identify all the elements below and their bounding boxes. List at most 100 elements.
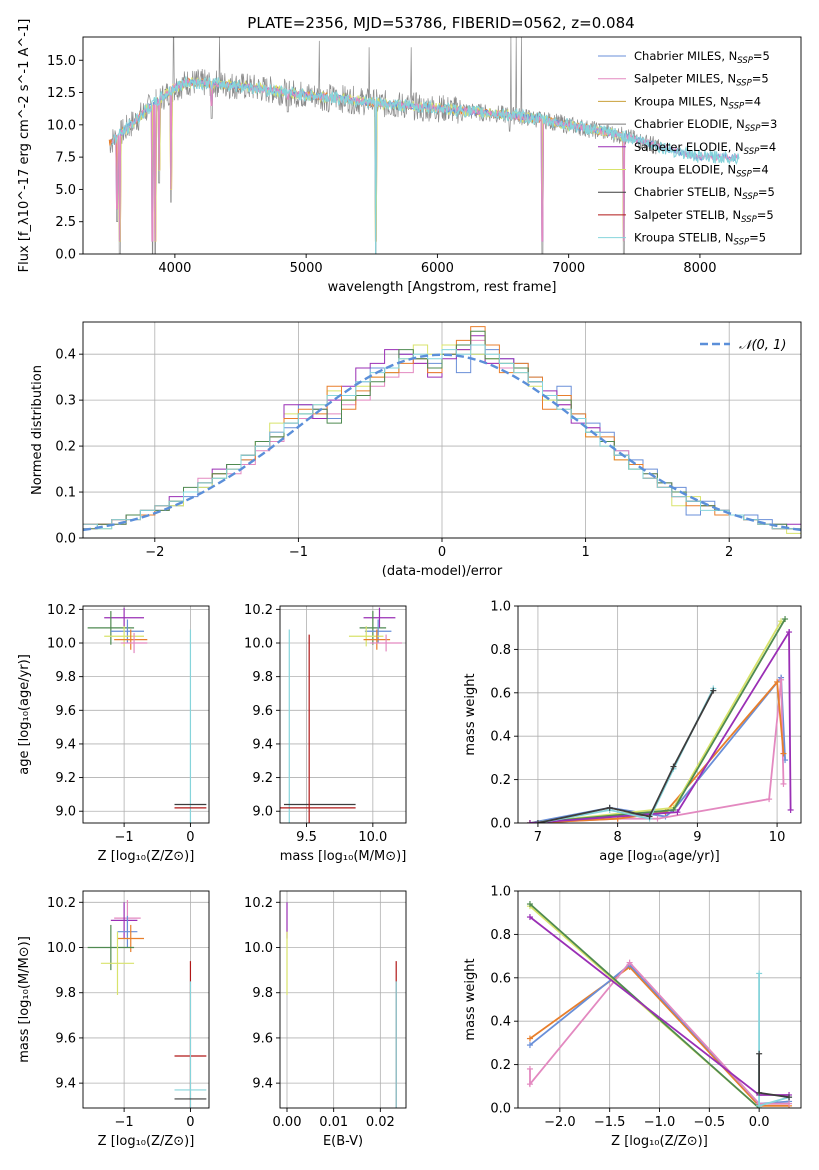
y-tick-label: 0.2 xyxy=(490,773,511,788)
legend-entry-subscript: SSP xyxy=(742,192,758,202)
legend-entry: Chabrier STELIB, NSSP=5 xyxy=(634,185,775,202)
x-tick-label: 5000 xyxy=(290,261,323,276)
panel-spectrum: 4000 5000 6000 7000 8000 0.0 2.5 5.0 7.5 10.0 12.5… xyxy=(17,19,802,295)
legend-entry: Chabrier MILES, NSSP=5 xyxy=(634,49,770,66)
y-tick-label: 0.6 xyxy=(490,686,511,701)
y-tick-label: 10.0 xyxy=(47,118,76,133)
legend-entry-subscript: SSP xyxy=(737,56,753,66)
legend-entry-subscript: SSP xyxy=(744,147,760,157)
panel-age_vs_z: −1 0 9.0 9.2 9.4 9.6 9.8 10.0 10.2 Z [log₁₀(Z/Z⊙)… xyxy=(17,603,210,864)
x-tick-label: 0 xyxy=(438,545,446,560)
y-tick-label: 9.8 xyxy=(55,670,76,685)
y-axis-label: age [log₁₀(age/yr)] xyxy=(17,654,32,775)
y-tick-label: 9.8 xyxy=(55,986,76,1001)
model-spectrum-line xyxy=(111,76,740,254)
x-axis-label: E(B-V) xyxy=(323,1134,363,1149)
y-tick-label: 9.8 xyxy=(252,670,273,685)
y-tick-label: 0.0 xyxy=(55,248,76,263)
axes-frame xyxy=(279,605,407,824)
y-tick-label: 0.6 xyxy=(490,971,511,986)
mass_vs_ebv-plot-area xyxy=(286,902,397,1108)
legend-entry-nssp: =5 xyxy=(749,231,766,245)
x-tick-label: 6000 xyxy=(421,261,454,276)
x-tick-label: 1 xyxy=(581,545,589,560)
legend-entry-name: Kroupa ELODIE, N xyxy=(634,163,736,177)
x-tick-label: −0.5 xyxy=(694,1115,726,1130)
legend-entry-nssp: =3 xyxy=(760,117,777,131)
normal-curve-line xyxy=(83,353,801,532)
legend-entry: Kroupa ELODIE, NSSP=4 xyxy=(634,163,769,180)
y-tick-label: 10.0 xyxy=(47,941,76,956)
observed-spectrum-line xyxy=(108,37,661,254)
weight-line xyxy=(758,1053,790,1099)
weight-line xyxy=(529,965,789,1107)
legend-entry-subscript: SSP xyxy=(736,79,752,89)
y-tick-label: 0.1 xyxy=(55,486,76,501)
x-tick-label: 2 xyxy=(725,545,733,560)
x-axis-label: wavelength [Angstrom, rest frame] xyxy=(328,280,557,295)
weight-line xyxy=(537,690,715,823)
x-axis-label: Z [log₁₀(Z/Z⊙)] xyxy=(98,849,195,864)
x-tick-label: 9.5 xyxy=(296,830,317,845)
axes-frame xyxy=(517,890,802,1109)
panel-weight_vs_age: 7 8 9 10 0.0 0.2 0.4 0.6 0.8 1.0 age [log₁₀(age/yr… xyxy=(463,600,802,864)
x-tick-label: 8 xyxy=(614,830,622,845)
axes-frame xyxy=(82,321,802,539)
age_vs_z-plot-area xyxy=(87,607,207,823)
x-tick-label: 7 xyxy=(534,830,542,845)
histogram-step xyxy=(83,344,801,530)
y-tick-label: 10.2 xyxy=(47,896,76,911)
x-axis-label: mass [log₁₀(M/M⊙)] xyxy=(280,849,407,864)
legend-entry-name: Chabrier STELIB, N xyxy=(634,185,742,199)
y-tick-label: 5.0 xyxy=(55,183,76,198)
figure-title: PLATE=2356, MJD=53786, FIBERID=0562, z=0… xyxy=(247,14,634,32)
legend-entry: Salpeter MILES, NSSP=5 xyxy=(634,72,769,89)
y-tick-label: 2.5 xyxy=(55,215,76,230)
y-tick-label: 9.4 xyxy=(55,1077,76,1092)
x-tick-label: −1 xyxy=(115,1115,134,1130)
weight_vs_z-plot-area xyxy=(526,901,793,1108)
x-tick-label: 0.01 xyxy=(319,1115,348,1130)
chart-layer: 4000 5000 6000 7000 80000.02.55.07.510.012.5… xyxy=(17,19,802,1149)
x-axis-label: age [log₁₀(age/yr)] xyxy=(599,849,720,864)
legend-entry: Kroupa STELIB, NSSP=5 xyxy=(634,231,766,248)
x-tick-label: 0.0 xyxy=(749,1115,770,1130)
y-tick-label: 9.6 xyxy=(252,1031,273,1046)
weight_vs_age-plot-area xyxy=(526,616,794,823)
residual-plot-area xyxy=(83,326,801,534)
panel-residuals: −2 −1 0 1 2 0.0 0.1 0.2 0.3 0.4 (data-model)/error… xyxy=(30,321,802,579)
legend-entry-name: Salpeter ELODIE, N xyxy=(634,140,744,154)
weight-line xyxy=(537,688,715,823)
y-tick-label: 0.4 xyxy=(490,1015,511,1030)
y-tick-label: 1.0 xyxy=(490,600,511,615)
x-tick-label: −1.0 xyxy=(644,1115,676,1130)
legend-entry-subscript: SSP xyxy=(729,101,745,111)
y-tick-label: 10.2 xyxy=(244,896,273,911)
legend-entry-subscript: SSP xyxy=(736,170,752,180)
panel-mass_vs_z: −1 0 9.4 9.6 9.8 10.0 10.2 Z [log₁₀(Z/Z⊙)] mass … xyxy=(17,890,210,1149)
legend-entry: Kroupa MILES, NSSP=4 xyxy=(634,94,761,111)
panel-mass_vs_ebv: 0.00 0.01 0.02 9.4 9.6 9.8 10.0 10.2 E(B-V) xyxy=(244,890,407,1149)
x-axis-label: Z [log₁₀(Z/Z⊙)] xyxy=(611,1134,708,1149)
y-tick-label: 10.0 xyxy=(244,637,273,652)
legend-entry-nssp: =5 xyxy=(758,185,775,199)
y-tick-label: 0.2 xyxy=(490,1058,511,1073)
x-tick-label: 0.02 xyxy=(366,1115,395,1130)
axes-frame xyxy=(517,605,802,824)
legend-entry-name: Salpeter STELIB, N xyxy=(634,208,741,222)
y-tick-label: 0.4 xyxy=(490,730,511,745)
legend-entry: Salpeter STELIB, NSSP=5 xyxy=(634,208,774,225)
legend-entry-nssp: =5 xyxy=(757,208,774,222)
y-axis-label: Flux [f_λ10^-17 erg cm^-2 s^-1 A^-1] xyxy=(17,19,32,273)
y-tick-label: 0.8 xyxy=(490,643,511,658)
axes-frame xyxy=(82,890,210,1109)
legend-entry-name: Chabrier MILES, N xyxy=(634,49,737,63)
y-tick-label: 10.2 xyxy=(244,603,273,618)
panel-weight_vs_z: −2.0 −1.5 −1.0 −0.5 0.0 0.0 0.2 0.4 0.6 0.8 1.0 Z [… xyxy=(463,885,802,1149)
y-axis-label: mass weight xyxy=(463,673,478,755)
y-tick-label: 9.4 xyxy=(252,737,273,752)
x-tick-label: 8000 xyxy=(683,261,716,276)
legend-entry-subscript: SSP xyxy=(745,124,761,134)
x-axis-label: Z [log₁₀(Z/Z⊙)] xyxy=(98,1134,195,1149)
